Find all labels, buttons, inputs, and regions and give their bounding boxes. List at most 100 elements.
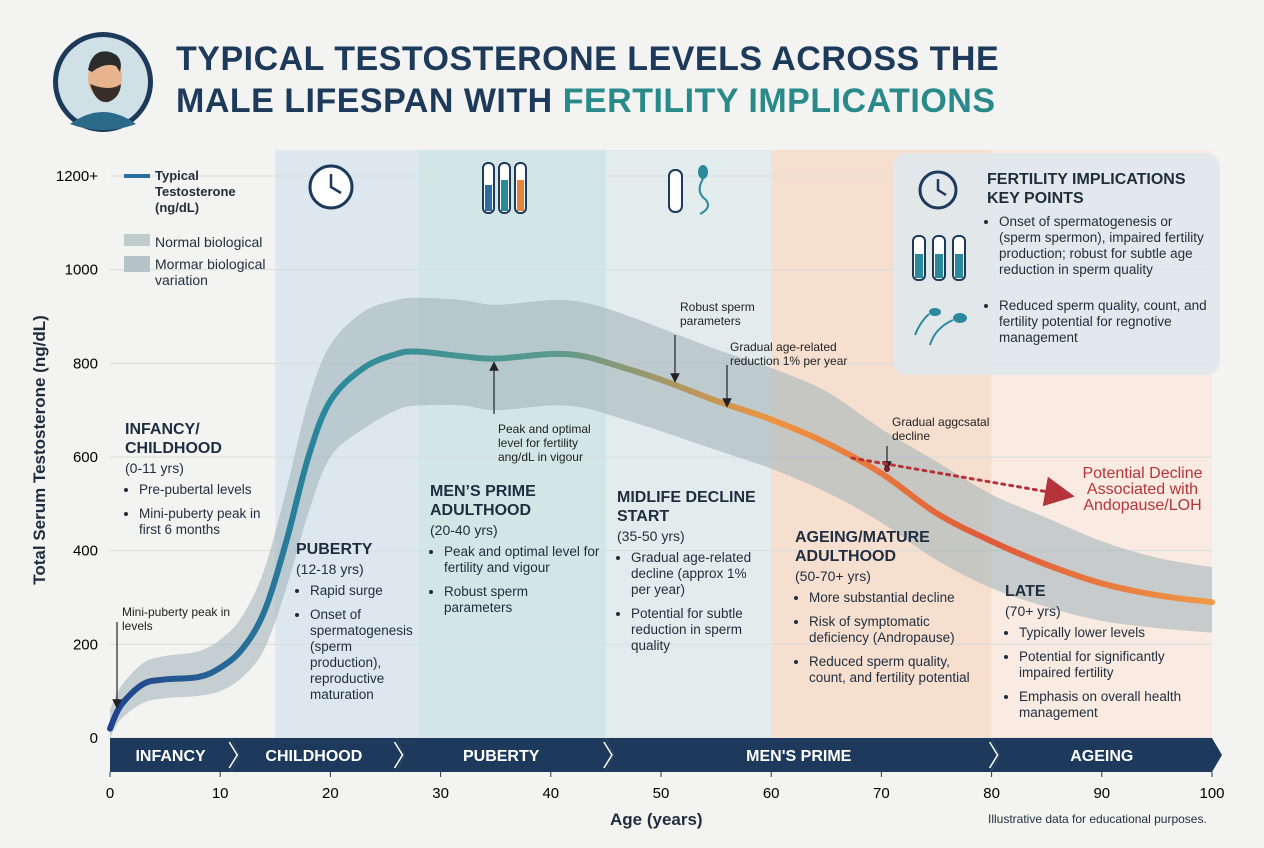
stage-chevron bbox=[393, 741, 404, 769]
annotation-bullet: Rapid surge bbox=[310, 583, 418, 599]
annotation-list: Pre-pubertal levels Mini-puberty peak in … bbox=[125, 482, 275, 538]
stage-ribbon bbox=[110, 738, 240, 772]
variation-band bbox=[110, 297, 1212, 738]
y-tick-label: 200 bbox=[73, 636, 98, 653]
x-tick-label: 50 bbox=[653, 785, 670, 802]
callout: Mini-puberty peak in levels bbox=[122, 605, 231, 633]
stage-label: INFANCY bbox=[135, 748, 206, 765]
annotation-range: (50-70+ yrs) bbox=[795, 568, 871, 584]
title-part: MALE LIFESPAN WITH bbox=[176, 82, 553, 120]
title-highlight: FERTILITY IMPLICATIONS bbox=[562, 82, 996, 120]
x-tick-label: 0 bbox=[106, 785, 114, 802]
callout: Gradual age-related reduction 1% per yea… bbox=[730, 340, 848, 368]
annotation-list: Gradual age-related decline (approx 1% p… bbox=[617, 550, 767, 654]
annotation-bullet: Potential for significantly impaired fer… bbox=[1019, 649, 1185, 681]
decline-arrow bbox=[850, 456, 1075, 507]
annotation-bullet: Risk of symptomatic deficiency (Andropau… bbox=[809, 614, 975, 646]
key-point: Reduced sperm quality, count, and fertil… bbox=[999, 298, 1214, 346]
annotation: MIDLIFE DECLINE START (35-50 yrs) Gradual … bbox=[617, 488, 767, 662]
annotation-bullet: Emphasis on overall health management bbox=[1019, 689, 1185, 721]
title-line-1: TYPICAL TESTOSTERONE LEVELS ACROSS THE bbox=[176, 40, 1000, 78]
stage-ribbon bbox=[605, 738, 1000, 772]
annotation-bullet: Typically lower levels bbox=[1019, 625, 1185, 641]
callout: Peak and optimal level for fertility ang… bbox=[498, 422, 591, 464]
x-tick-label: 100 bbox=[1199, 785, 1224, 802]
key-points-title: FERTILITY IMPLICATIONS KEY POINTS bbox=[987, 171, 1186, 207]
title-line-2: MALE LIFESPAN WITH FERTILITY IMPLICATIONS bbox=[176, 80, 999, 122]
y-tick-label: 0 bbox=[90, 730, 98, 747]
annotation-list: Typically lower levels Potential for sign… bbox=[1005, 625, 1185, 721]
annotation: INFANCY/ CHILDHOOD (0-11 yrs) Pre-pubertal… bbox=[125, 420, 275, 546]
stage-label: CHILDHOOD bbox=[265, 748, 362, 765]
annotation-bullet: More substantial decline bbox=[809, 590, 975, 606]
annotation-list: Rapid surge Onset of spermatogenesis (spe… bbox=[296, 583, 418, 703]
annotation: LATE (70+ yrs) Typically lower levels Poten… bbox=[1005, 582, 1185, 729]
footnote: Illustrative data for educational purpos… bbox=[988, 812, 1207, 826]
icon-clock bbox=[308, 164, 354, 210]
stage-label: AGEING bbox=[1070, 748, 1133, 765]
annotation-range: (0-11 yrs) bbox=[125, 460, 184, 476]
annotation-bullet: Pre-pubertal levels bbox=[139, 482, 275, 498]
stage-chevron bbox=[228, 741, 239, 769]
annotation-range: (35-50 yrs) bbox=[617, 528, 685, 544]
annotation-bullet: Gradual age-related decline (approx 1% p… bbox=[631, 550, 767, 598]
legend-line-label: Typical Testosterone (ng/dL) bbox=[155, 168, 236, 215]
x-tick-label: 30 bbox=[432, 785, 449, 802]
annotation: AGEING/MATURE ADULTHOOD (50-70+ yrs) More … bbox=[795, 528, 975, 694]
stage-label: MEN'S PRIME bbox=[746, 748, 851, 765]
annotation-bullet: Peak and optimal level for fertility and… bbox=[444, 544, 600, 576]
icon-sperm bbox=[668, 165, 709, 215]
testosterone-line bbox=[107, 348, 1215, 732]
stage-chevron bbox=[988, 741, 999, 769]
annotation-bullet: Potential for subtle reduction in sperm … bbox=[631, 606, 767, 654]
y-tick-label: 400 bbox=[73, 543, 98, 560]
avatar bbox=[53, 32, 153, 132]
key-points-list: Onset of spermatogenesis or (sperm sperm… bbox=[987, 214, 1214, 346]
legend-band-label: Normal biological bbox=[155, 234, 263, 250]
legend-band2-label: Mormar biological variation bbox=[155, 256, 266, 288]
y-tick-label: 1000 bbox=[65, 262, 98, 279]
x-tick-label: 70 bbox=[873, 785, 890, 802]
stage-ribbon bbox=[396, 738, 614, 772]
annotation: MEN’S PRIME ADULTHOOD (20-40 yrs) Peak and… bbox=[430, 482, 600, 624]
annotation-range: (12-18 yrs) bbox=[296, 561, 364, 577]
annotation-range: (70+ yrs) bbox=[1005, 603, 1061, 619]
x-axis-label: Age (years) bbox=[610, 810, 703, 829]
legend-band-swatch bbox=[124, 234, 150, 246]
y-tick-label: 1200+ bbox=[56, 168, 98, 185]
stage-ribbon bbox=[231, 738, 405, 772]
stage-label: PUBERTY bbox=[463, 748, 540, 765]
annotation-title: AGEING/MATURE ADULTHOOD bbox=[795, 529, 930, 565]
x-tick-label: 90 bbox=[1093, 785, 1110, 802]
annotation: PUBERTY (12-18 yrs) Rapid surge Onset of sp… bbox=[296, 540, 418, 711]
y-axis-label: Total Serum Testosterone (ng/dL) bbox=[30, 315, 49, 585]
annotation-bullet: Mini-puberty peak in first 6 months bbox=[139, 506, 275, 538]
stage-ribbon bbox=[991, 738, 1222, 772]
x-tick-label: 80 bbox=[983, 785, 1000, 802]
x-tick-label: 60 bbox=[763, 785, 780, 802]
annotation-bullet: Onset of spermatogenesis (sperm producti… bbox=[310, 607, 418, 703]
annotation-bullet: Robust sperm parameters bbox=[444, 584, 600, 616]
box-icons bbox=[912, 170, 967, 346]
annotation-title: INFANCY/ CHILDHOOD bbox=[125, 421, 222, 457]
decline-note: Potential Decline Associated with Andopa… bbox=[1082, 465, 1203, 514]
title: TYPICAL TESTOSTERONE LEVELS ACROSS THE M… bbox=[176, 38, 999, 122]
annotation-list: Peak and optimal level for fertility and… bbox=[430, 544, 600, 616]
annotation-title: MIDLIFE DECLINE START bbox=[617, 489, 756, 525]
callout: Gradual aggcsatal decline bbox=[892, 415, 990, 443]
y-tick-label: 800 bbox=[73, 355, 98, 372]
annotation-list: More substantial decline Risk of symptoma… bbox=[795, 590, 975, 686]
callout: Robust sperm parameters bbox=[680, 300, 755, 328]
annotation-title: LATE bbox=[1005, 583, 1046, 600]
annotation-bullet: Reduced sperm quality, count, and fertil… bbox=[809, 654, 975, 686]
key-points-box bbox=[893, 153, 1220, 375]
annotation-title: PUBERTY bbox=[296, 541, 373, 558]
annotation-title: MEN’S PRIME ADULTHOOD bbox=[430, 483, 536, 519]
callout-dot bbox=[884, 466, 890, 472]
key-point: Onset of spermatogenesis or (sperm sperm… bbox=[999, 214, 1214, 278]
x-tick-label: 40 bbox=[542, 785, 559, 802]
y-tick-label: 600 bbox=[73, 449, 98, 466]
phase-zone bbox=[418, 150, 606, 738]
